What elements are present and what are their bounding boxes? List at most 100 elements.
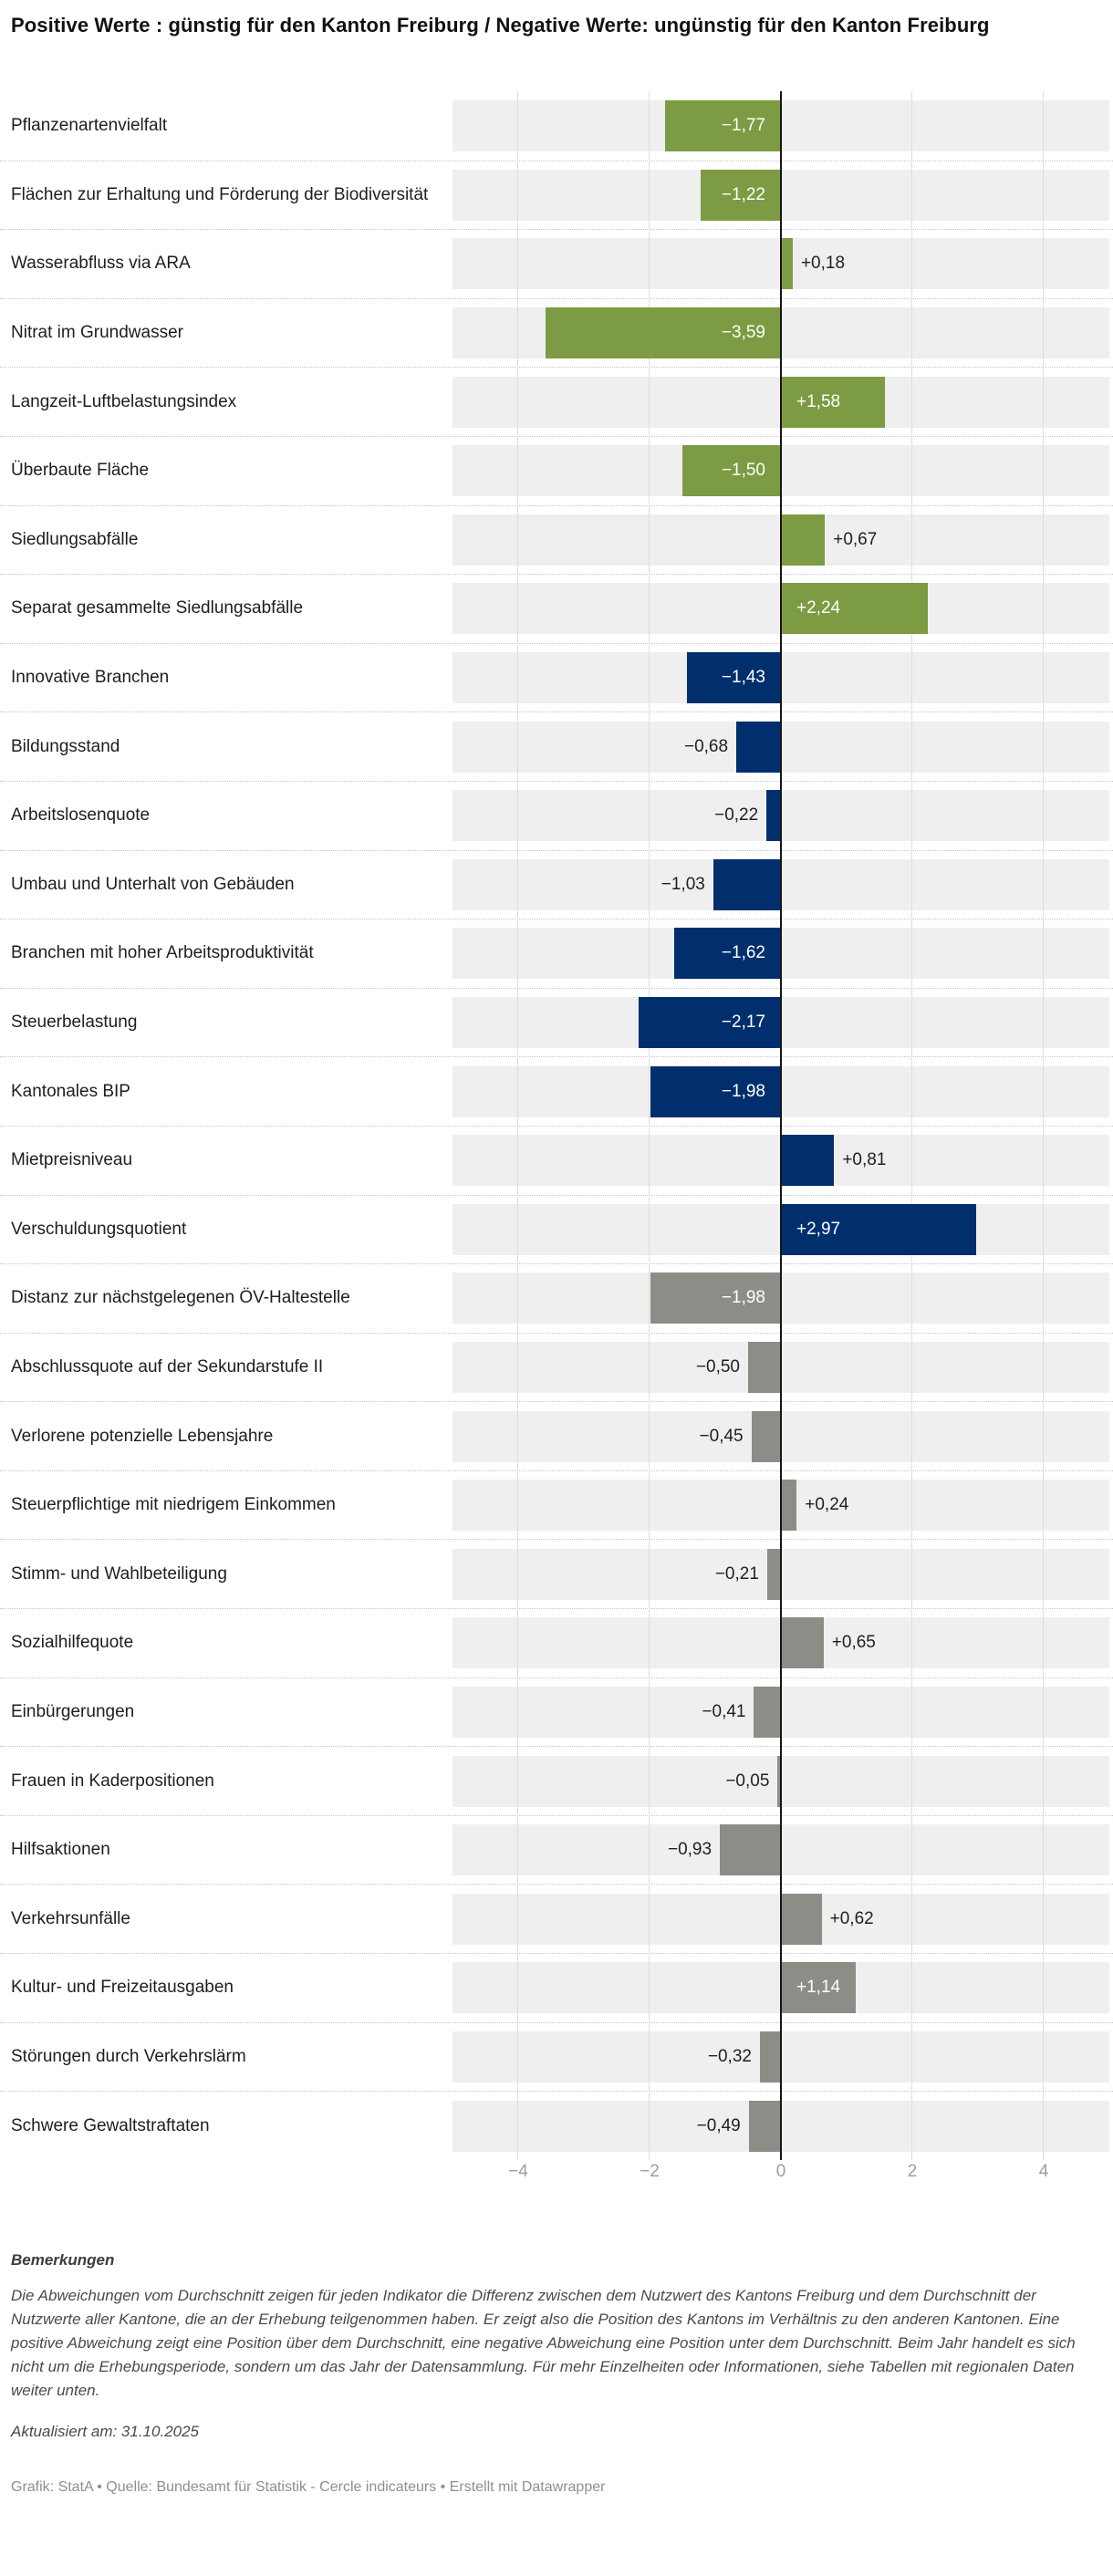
bar-track: −0,93 <box>452 1824 1109 1876</box>
value-label: −0,50 <box>695 1356 740 1376</box>
bar-gesellschaft[interactable] <box>781 1480 797 1532</box>
bar-gesellschaft[interactable] <box>781 1617 824 1669</box>
chart-footer: Bemerkungen Die Abweichungen vom Durchsc… <box>11 2251 1102 2496</box>
bar-track: −1,98 <box>452 1272 1109 1324</box>
bar-track: −0,41 <box>452 1686 1109 1738</box>
indicator-label: Steuerpflichtige mit niedrigem Einkommen <box>11 1495 336 1515</box>
value-label: −1,22 <box>721 184 765 204</box>
indicator-label: Mietpreisniveau <box>11 1150 133 1170</box>
bar-track: +0,67 <box>452 514 1109 566</box>
bar-gesellschaft[interactable] <box>754 1686 781 1738</box>
bar-wirtschaft[interactable] <box>650 1065 781 1117</box>
bar-track: −2,17 <box>452 997 1109 1049</box>
indicator-label: Hilfsaktionen <box>11 1840 110 1860</box>
bar-gesellschaft[interactable] <box>781 1893 822 1945</box>
bar-wirtschaft[interactable] <box>713 858 781 910</box>
bar-track: −1,43 <box>452 652 1109 704</box>
bar-gesellschaft[interactable] <box>720 1824 781 1876</box>
bar-umwelt[interactable] <box>701 169 781 221</box>
chart-row: Kantonales BIP −1,98 <box>0 1056 1113 1126</box>
value-label: +2,24 <box>796 598 841 618</box>
bar-umwelt[interactable] <box>781 514 826 566</box>
indicator-label: Innovative Branchen <box>11 668 170 688</box>
bar-track: +2,24 <box>452 583 1109 635</box>
value-label: +0,65 <box>831 1633 876 1653</box>
indicator-label: Langzeit-Luftbelastungsindex <box>11 391 237 411</box>
indicator-label: Steuerbelastung <box>11 1013 138 1033</box>
bar-track: +1,14 <box>452 1962 1109 2014</box>
value-label: −0,05 <box>725 1771 770 1791</box>
bar-umwelt[interactable] <box>545 307 781 359</box>
bar-track: +0,62 <box>452 1893 1109 1945</box>
indicator-label: Stimm- und Wahlbeteiligung <box>11 1563 227 1584</box>
value-label: −2,17 <box>721 1013 765 1033</box>
diverging-bar-chart: Pflanzenartenvielfalt −1,77 Flächen zur Er… <box>0 91 1113 2186</box>
bar-gesellschaft[interactable] <box>748 2100 781 2152</box>
chart-row: Flächen zur Erhaltung und Förderung der … <box>0 160 1113 230</box>
bar-track: +0,65 <box>452 1617 1109 1669</box>
bar-gesellschaft[interactable] <box>650 1272 781 1324</box>
chart-title: Positive Werte : günstig für den Kanton … <box>11 14 990 36</box>
bar-wirtschaft[interactable] <box>674 928 781 980</box>
bar-track: −0,49 <box>452 2100 1109 2152</box>
bar-wirtschaft[interactable] <box>638 997 781 1049</box>
bar-umwelt[interactable] <box>781 376 885 428</box>
chart-row: Sozialhilfequote +0,65 <box>0 1608 1113 1678</box>
value-label: −1,98 <box>721 1081 765 1101</box>
bar-umwelt[interactable] <box>682 445 781 497</box>
bar-wirtschaft[interactable] <box>766 790 781 842</box>
chart-row: Branchen mit hoher Arbeitsproduktivität −… <box>0 919 1113 988</box>
notes-paragraph: Die Abweichungen vom Durchschnitt zeigen… <box>11 2286 1076 2399</box>
indicator-label: Arbeitslosenquote <box>11 805 151 826</box>
bar-wirtschaft[interactable] <box>781 1135 835 1187</box>
bar-gesellschaft[interactable] <box>748 1341 781 1393</box>
bar-track: +1,58 <box>452 376 1109 428</box>
value-label: −0,45 <box>699 1426 744 1446</box>
bar-umwelt[interactable] <box>664 99 781 151</box>
bar-wirtschaft[interactable] <box>736 721 781 773</box>
bar-wirtschaft[interactable] <box>687 652 781 704</box>
value-label: +0,67 <box>833 529 878 549</box>
bar-gesellschaft[interactable] <box>759 2031 781 2083</box>
value-label: −0,22 <box>714 805 759 826</box>
value-label: −3,59 <box>721 323 765 343</box>
chart-row: Verkehrsunfälle +0,62 <box>0 1884 1113 1953</box>
bar-gesellschaft[interactable] <box>777 1755 781 1807</box>
bar-umwelt[interactable] <box>781 238 793 290</box>
bar-track: −0,50 <box>452 1341 1109 1393</box>
bar-track: −1,98 <box>452 1065 1109 1117</box>
chart-row: Verschuldungsquotient +2,97 <box>0 1194 1113 1264</box>
updated-date: Aktualisiert am: 31.10.2025 <box>11 2422 200 2440</box>
axis-tick-label: −2 <box>640 2161 660 2181</box>
chart-row: Distanz zur nächstgelegenen ÖV-Haltestel… <box>0 1263 1113 1333</box>
indicator-label: Pflanzenartenvielfalt <box>11 115 168 135</box>
bar-track: −1,03 <box>452 858 1109 910</box>
chart-row: Mietpreisniveau +0,81 <box>0 1125 1113 1195</box>
bar-gesellschaft[interactable] <box>751 1410 781 1462</box>
bar-umwelt[interactable] <box>781 583 929 635</box>
value-label: +0,18 <box>800 254 846 274</box>
chart-row: Abschlussquote auf der Sekundarstufe II −… <box>0 1332 1113 1402</box>
chart-row: Arbeitslosenquote −0,22 <box>0 780 1113 850</box>
indicator-label: Schwere Gewaltstraftaten <box>11 2115 210 2135</box>
value-label: +0,81 <box>842 1150 887 1170</box>
indicator-label: Abschlussquote auf der Sekundarstufe II <box>11 1356 324 1376</box>
value-label: −0,21 <box>714 1563 759 1584</box>
chart-row: Steuerbelastung −2,17 <box>0 987 1113 1057</box>
axis-tick-label: 2 <box>907 2161 918 2181</box>
value-label: +0,62 <box>829 1908 874 1928</box>
bar-track: −1,50 <box>452 445 1109 497</box>
value-label: +2,97 <box>796 1219 841 1239</box>
bar-gesellschaft[interactable] <box>781 1962 857 2014</box>
bar-track: −0,21 <box>452 1548 1109 1600</box>
bar-track: +0,24 <box>452 1480 1109 1532</box>
value-label: −1,77 <box>721 115 765 135</box>
indicator-label: Verlorene potenzielle Lebensjahre <box>11 1426 274 1446</box>
indicator-label: Verkehrsunfälle <box>11 1908 130 1928</box>
value-label: −1,98 <box>721 1288 765 1308</box>
bar-gesellschaft[interactable] <box>766 1548 781 1600</box>
bar-wirtschaft[interactable] <box>781 1203 976 1255</box>
chart-row: Innovative Branchen −1,43 <box>0 642 1113 712</box>
value-label: −1,62 <box>721 943 765 963</box>
